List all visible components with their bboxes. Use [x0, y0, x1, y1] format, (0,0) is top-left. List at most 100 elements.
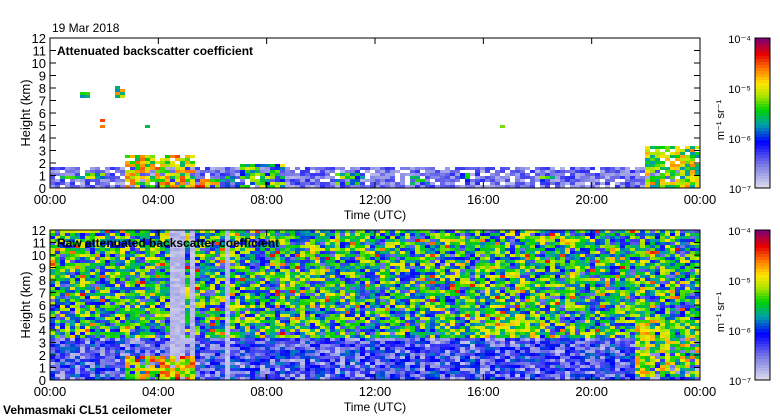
heatmap-cell: [345, 332, 350, 335]
heatmap-cell: [355, 329, 360, 332]
heatmap-cell: [110, 287, 115, 290]
heatmap-cell: [120, 254, 125, 257]
heatmap-cell: [425, 314, 430, 317]
heatmap-cell: [345, 281, 350, 284]
heatmap-cell: [55, 299, 60, 302]
heatmap-cell: [190, 314, 195, 317]
heatmap-cell: [565, 179, 570, 182]
heatmap-cell: [325, 230, 330, 233]
heatmap-cell: [60, 269, 65, 272]
heatmap-cell: [440, 272, 445, 275]
heatmap-cell: [135, 320, 140, 323]
heatmap-cell: [320, 257, 325, 260]
y-tick-label: 2: [39, 156, 46, 171]
heatmap-cell: [235, 356, 240, 359]
heatmap-cell: [580, 182, 585, 185]
heatmap-cell: [360, 293, 365, 296]
heatmap-cell: [165, 314, 170, 317]
heatmap-cell: [405, 311, 410, 314]
heatmap-cell: [140, 302, 145, 305]
heatmap-cell: [515, 170, 520, 173]
heatmap-cell: [380, 359, 385, 362]
heatmap-cell: [110, 293, 115, 296]
heatmap-cell: [280, 374, 285, 377]
heatmap-cell: [320, 242, 325, 245]
heatmap-cell: [85, 317, 90, 320]
heatmap-cell: [330, 167, 335, 170]
heatmap-cell: [215, 302, 220, 305]
heatmap-cell: [275, 359, 280, 362]
heatmap-cell: [250, 266, 255, 269]
heatmap-cell: [380, 287, 385, 290]
heatmap-cell: [365, 293, 370, 296]
heatmap-cell: [205, 332, 210, 335]
heatmap-cell: [120, 266, 125, 269]
heatmap-cell: [220, 251, 225, 254]
heatmap-cell: [400, 236, 405, 239]
heatmap-cell: [640, 170, 645, 173]
heatmap-cell: [320, 239, 325, 242]
heatmap-cell: [585, 170, 590, 173]
heatmap-cell: [360, 362, 365, 365]
heatmap-cell: [200, 254, 205, 257]
heatmap-cell: [260, 365, 265, 368]
heatmap-cell: [465, 179, 470, 182]
heatmap-cell: [245, 233, 250, 236]
heatmap-cell: [255, 359, 260, 362]
heatmap-cell: [145, 254, 150, 257]
heatmap-cell: [220, 329, 225, 332]
heatmap-cell: [70, 251, 75, 254]
heatmap-cell: [90, 167, 95, 170]
heatmap-cell: [90, 185, 95, 188]
heatmap-cell: [380, 182, 385, 185]
heatmap-cell: [330, 350, 335, 353]
heatmap-cell: [185, 296, 190, 299]
heatmap-cell: [115, 245, 120, 248]
heatmap-cell: [295, 293, 300, 296]
colorbar-segment: [755, 179, 770, 182]
heatmap-cell: [320, 299, 325, 302]
heatmap-cell: [190, 344, 195, 347]
heatmap-cell: [275, 350, 280, 353]
heatmap-cell: [280, 182, 285, 185]
heatmap-cell: [85, 233, 90, 236]
heatmap-cell: [215, 365, 220, 368]
heatmap-cell: [210, 233, 215, 236]
heatmap-cell: [235, 374, 240, 377]
heatmap-cell: [325, 236, 330, 239]
heatmap-cell: [330, 242, 335, 245]
heatmap-cell: [340, 173, 345, 176]
heatmap-cell: [270, 329, 275, 332]
heatmap-cell: [310, 332, 315, 335]
heatmap-cell: [140, 182, 145, 185]
heatmap-cell: [615, 182, 620, 185]
heatmap-cell: [105, 359, 110, 362]
heatmap-cell: [370, 245, 375, 248]
heatmap-cell: [370, 179, 375, 182]
heatmap-cell: [365, 326, 370, 329]
heatmap-cell: [390, 263, 395, 266]
heatmap-cell: [415, 320, 420, 323]
heatmap-cell: [150, 275, 155, 278]
heatmap-cell: [110, 230, 115, 233]
heatmap-cell: [685, 173, 690, 176]
heatmap-cell: [50, 305, 55, 308]
heatmap-cell: [400, 179, 405, 182]
heatmap-cell: [195, 341, 200, 344]
heatmap-cell: [655, 167, 660, 170]
heatmap-cell: [225, 281, 230, 284]
heatmap-cell: [645, 182, 650, 185]
heatmap-cell: [310, 326, 315, 329]
heatmap-cell: [120, 344, 125, 347]
heatmap-cell: [50, 176, 55, 179]
heatmap-cell: [140, 341, 145, 344]
heatmap-cell: [460, 185, 465, 188]
heatmap-cell: [260, 326, 265, 329]
heatmap-cell: [395, 266, 400, 269]
heatmap-cell: [375, 275, 380, 278]
heatmap-cell: [165, 254, 170, 257]
heatmap-cell: [385, 266, 390, 269]
heatmap-cell: [410, 332, 415, 335]
heatmap-cell: [270, 173, 275, 176]
heatmap-cell: [305, 236, 310, 239]
